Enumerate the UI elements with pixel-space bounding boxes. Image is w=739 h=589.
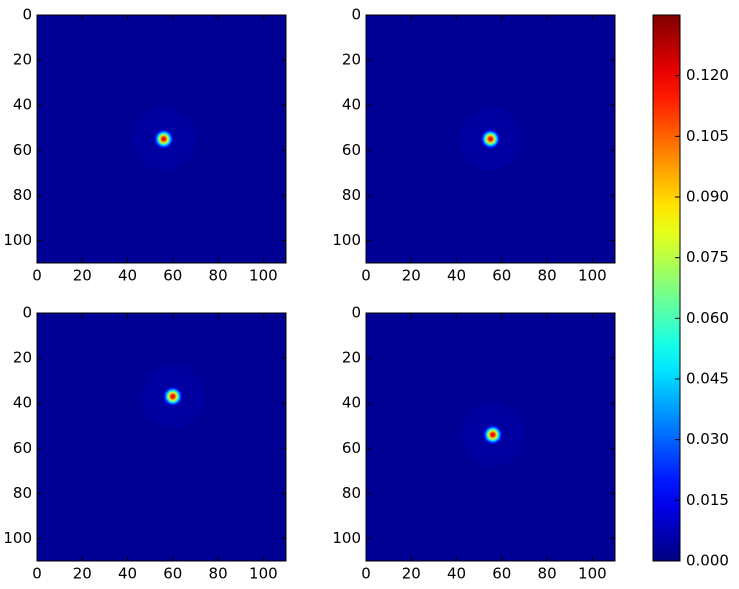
colorbar-tick-label: 0.030 <box>686 430 729 448</box>
x-tick-label: 80 <box>538 267 557 285</box>
y-tick-label: 100 <box>3 529 32 547</box>
peak <box>480 128 501 150</box>
x-tick-label: 100 <box>249 565 278 583</box>
colorbar <box>652 14 681 562</box>
y-tick-label: 20 <box>342 51 361 69</box>
y-tick-label: 20 <box>13 51 32 69</box>
peak <box>162 386 184 407</box>
colorbar-tick-label: 0.015 <box>686 491 729 509</box>
x-tick-label: 20 <box>402 267 421 285</box>
x-tick-label: 60 <box>492 267 511 285</box>
colorbar-tick-label: 0.075 <box>686 248 729 266</box>
x-tick-label: 20 <box>402 565 421 583</box>
axes-frame <box>36 14 287 264</box>
x-tick-label: 40 <box>447 267 466 285</box>
axes-frame <box>36 312 287 562</box>
x-tick-label: 40 <box>118 565 137 583</box>
y-tick-label: 20 <box>342 349 361 367</box>
x-tick-label: 0 <box>32 267 42 285</box>
y-tick-label: 0 <box>22 304 32 322</box>
y-tick-label: 40 <box>13 394 32 412</box>
y-tick-label: 100 <box>332 529 361 547</box>
y-tick-label: 80 <box>342 186 361 204</box>
y-tick-label: 100 <box>332 231 361 249</box>
y-tick-label: 80 <box>13 186 32 204</box>
x-tick-label: 60 <box>163 565 182 583</box>
x-tick-label: 80 <box>538 565 557 583</box>
y-tick-label: 80 <box>342 484 361 502</box>
x-tick-label: 20 <box>73 267 92 285</box>
colorbar-tick-label: 0.105 <box>686 127 729 145</box>
colorbar-tick-label: 0.000 <box>686 552 729 570</box>
y-tick-label: 0 <box>22 6 32 24</box>
x-tick-label: 0 <box>361 565 371 583</box>
x-tick-label: 60 <box>163 267 182 285</box>
x-tick-label: 20 <box>73 565 92 583</box>
y-tick-label: 20 <box>13 349 32 367</box>
x-tick-label: 40 <box>118 267 137 285</box>
axes-frame <box>365 312 616 562</box>
colorbar-tick-label: 0.120 <box>686 66 729 84</box>
y-tick-label: 100 <box>3 231 32 249</box>
axes-frame <box>365 14 616 264</box>
y-tick-label: 40 <box>342 96 361 114</box>
y-tick-label: 60 <box>342 439 361 457</box>
x-tick-label: 80 <box>209 267 228 285</box>
y-tick-label: 0 <box>351 6 361 24</box>
y-tick-label: 0 <box>351 304 361 322</box>
y-tick-label: 60 <box>13 141 32 159</box>
colorbar-tick-label: 0.090 <box>686 188 729 206</box>
colorbar-tick-label: 0.060 <box>686 309 729 327</box>
y-tick-label: 40 <box>342 394 361 412</box>
x-tick-label: 60 <box>492 565 511 583</box>
x-tick-label: 100 <box>578 267 607 285</box>
colorbar-tick-label: 0.045 <box>686 370 729 388</box>
y-tick-label: 80 <box>13 484 32 502</box>
y-tick-label: 60 <box>13 439 32 457</box>
x-tick-label: 0 <box>32 565 42 583</box>
x-tick-label: 100 <box>578 565 607 583</box>
y-tick-label: 40 <box>13 96 32 114</box>
heatmap-background <box>37 313 286 561</box>
x-tick-label: 40 <box>447 565 466 583</box>
x-tick-label: 80 <box>209 565 228 583</box>
x-tick-label: 100 <box>249 267 278 285</box>
peak <box>482 424 503 445</box>
y-tick-label: 60 <box>342 141 361 159</box>
peak <box>153 128 174 150</box>
x-tick-label: 0 <box>361 267 371 285</box>
